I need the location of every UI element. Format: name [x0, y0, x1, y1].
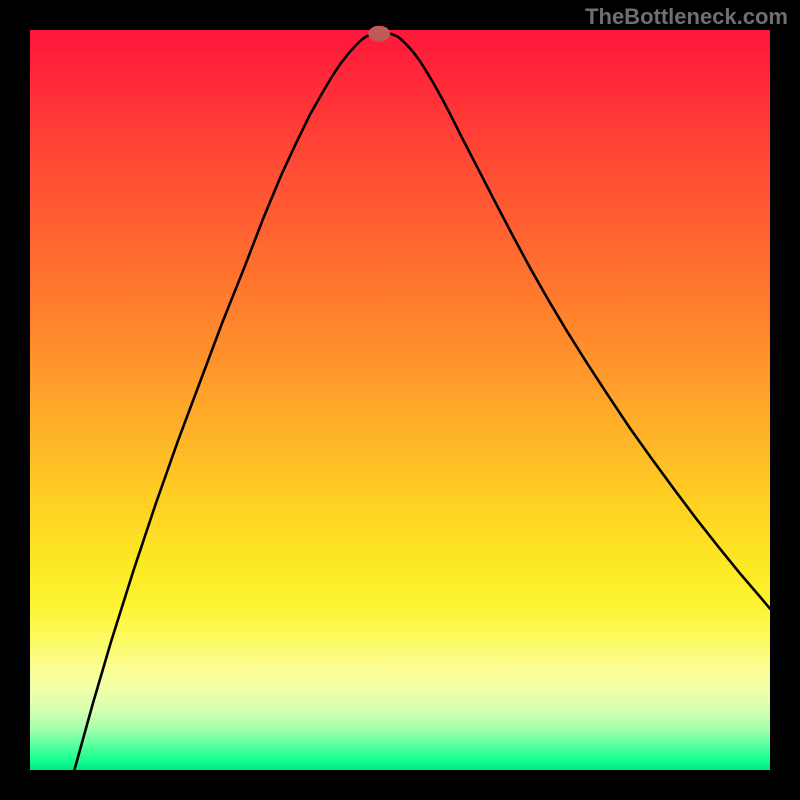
bottleneck-chart: [0, 0, 800, 800]
watermark-text: TheBottleneck.com: [585, 4, 788, 30]
plot-background: [30, 30, 770, 770]
optimal-point-marker: [368, 26, 390, 42]
chart-container: TheBottleneck.com: [0, 0, 800, 800]
